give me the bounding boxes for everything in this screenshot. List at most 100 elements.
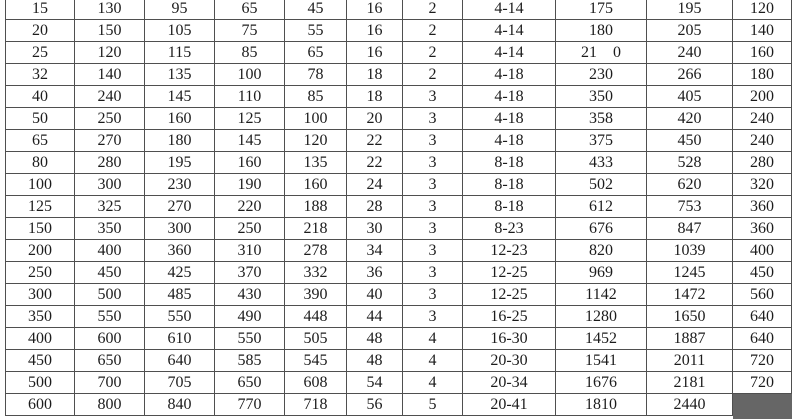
table-cell: 125 <box>5 195 75 218</box>
table-cell: 450 <box>74 261 145 284</box>
table-cell: 325 <box>74 195 145 218</box>
table-cell: 840 <box>144 393 215 416</box>
table-cell: 448 <box>284 305 347 328</box>
table-cell: 1887 <box>646 327 733 350</box>
table-cell: 5 <box>402 393 463 416</box>
table-cell: 2 <box>402 0 463 20</box>
table-row: 400 600 610 550 505 48 4 16-30 1452 1887 640 <box>5 327 792 350</box>
table-cell: 420 <box>646 107 733 130</box>
table-cell: 4-14 <box>462 41 556 64</box>
table-cell: 12-25 <box>462 261 556 284</box>
table-cell: 240 <box>646 41 733 64</box>
table-cell: 718 <box>284 393 347 416</box>
table-cell: 105 <box>144 19 215 42</box>
table-cell: 608 <box>284 371 347 394</box>
table-cell: 500 <box>5 371 75 394</box>
table-cell: 3 <box>402 195 463 218</box>
table-row: 125 325 270 220 188 28 3 8-18 612 753 360 <box>5 195 792 218</box>
table-row: 80 280 195 160 135 22 3 8-18 433 528 280 <box>5 151 792 174</box>
table-cell: 278 <box>284 239 347 262</box>
table-cell: 358 <box>555 107 647 130</box>
table-cell: 16 <box>346 41 403 64</box>
table-cell: 218 <box>284 217 347 240</box>
table-cell: 560 <box>732 283 792 306</box>
table-cell: 4-14 <box>462 19 556 42</box>
table-cell: 550 <box>214 327 285 350</box>
table-cell: 65 <box>284 41 347 64</box>
table-row: 500 700 705 650 608 54 4 20-34 1676 2181 720 <box>5 371 792 394</box>
table-cell: 500 <box>74 283 145 306</box>
table-cell: 18 <box>346 63 403 86</box>
table-cell: 25 <box>5 41 75 64</box>
table-cell: 145 <box>214 129 285 152</box>
table-cell: 175 <box>555 0 647 20</box>
table-cell: 24 <box>346 173 403 196</box>
table-cell: 34 <box>346 239 403 262</box>
table-cell: 160 <box>732 41 792 64</box>
table-row: 250 450 425 370 332 36 3 12-25 969 1245 450 <box>5 261 792 284</box>
table-cell: 405 <box>646 85 733 108</box>
table-cell: 2440 <box>646 393 733 416</box>
table-cell: 600 <box>5 393 75 416</box>
table-cell: 300 <box>5 283 75 306</box>
table-cell: 650 <box>74 349 145 372</box>
table-cell: 650 <box>214 371 285 394</box>
table-cell: 16-25 <box>462 305 556 328</box>
table-cell: 1810 <box>555 393 647 416</box>
table-cell: 3 <box>402 217 463 240</box>
table-row: 600 800 840 770 718 56 5 20-41 1810 2440 <box>5 393 792 416</box>
table-cell: 140 <box>732 19 792 42</box>
table-cell: 100 <box>284 107 347 130</box>
table-cell: 700 <box>74 371 145 394</box>
table-cell: 320 <box>732 173 792 196</box>
data-table: 15 130 95 65 45 16 2 4-14 175 195 120 20 150 105 75 55 1… <box>5 0 792 416</box>
table-cell: 28 <box>346 195 403 218</box>
table-cell: 44 <box>346 305 403 328</box>
table-cell: 3 <box>402 107 463 130</box>
table-cell: 676 <box>555 217 647 240</box>
table-row: 40 240 145 110 85 18 3 4-18 350 405 200 <box>5 85 792 108</box>
table-cell: 100 <box>5 173 75 196</box>
table-cell: 80 <box>5 151 75 174</box>
table-cell: 705 <box>144 371 215 394</box>
table-cell: 3 <box>402 239 463 262</box>
table-cell: 145 <box>144 85 215 108</box>
table-cell: 110 <box>214 85 285 108</box>
table-cell: 612 <box>555 195 647 218</box>
table-cell: 85 <box>284 85 347 108</box>
table-cell: 585 <box>214 349 285 372</box>
table-row: 300 500 485 430 390 40 3 12-25 1142 1472 560 <box>5 283 792 306</box>
table-cell: 20 <box>5 19 75 42</box>
table-cell: 270 <box>144 195 215 218</box>
table-cell: 135 <box>144 63 215 86</box>
table-cell: 8-18 <box>462 151 556 174</box>
table-cell: 180 <box>732 63 792 86</box>
table-cell: 360 <box>732 217 792 240</box>
table-cell: 505 <box>284 327 347 350</box>
table-cell: 400 <box>732 239 792 262</box>
table-cell: 1650 <box>646 305 733 328</box>
table-cell: 370 <box>214 261 285 284</box>
table-cell: 16-30 <box>462 327 556 350</box>
table-cell: 620 <box>646 173 733 196</box>
table-cell: 2181 <box>646 371 733 394</box>
table-cell: 720 <box>732 349 792 372</box>
table-cell: 250 <box>74 107 145 130</box>
table-cell: 120 <box>732 0 792 20</box>
table-cell: 120 <box>74 41 145 64</box>
table-cell: 610 <box>144 327 215 350</box>
table-cell: 30 <box>346 217 403 240</box>
table-cell: 140 <box>74 63 145 86</box>
table-cell: 115 <box>144 41 215 64</box>
table-cell: 350 <box>555 85 647 108</box>
table-cell: 250 <box>5 261 75 284</box>
table-cell: 390 <box>284 283 347 306</box>
table-cell: 12-25 <box>462 283 556 306</box>
table-cell: 160 <box>144 107 215 130</box>
table-cell: 640 <box>732 305 792 328</box>
table-cell: 4 <box>402 349 463 372</box>
table-cell: 220 <box>214 195 285 218</box>
table-cell: 32 <box>5 63 75 86</box>
table-row: 100 300 230 190 160 24 3 8-18 502 620 320 <box>5 173 792 196</box>
table-cell: 4-18 <box>462 107 556 130</box>
